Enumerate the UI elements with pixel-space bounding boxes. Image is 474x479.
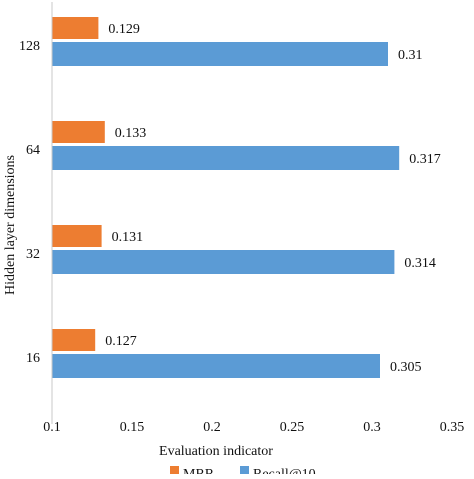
x-tick-label: 0.1 (43, 420, 61, 435)
data-label-recall-10-64: 0.317 (409, 152, 441, 167)
bar-mrr-32 (52, 225, 102, 247)
bar-recall-10-16 (52, 354, 380, 378)
legend-label-recall-10: Recall@10 (253, 467, 316, 474)
x-tick-label: 0.15 (120, 420, 145, 435)
bar-mrr-16 (52, 329, 96, 351)
y-tick-label-128: 128 (19, 39, 40, 54)
x-axis-title: Evaluation indicator (159, 444, 273, 459)
legend: MRR Recall@10 (170, 466, 316, 479)
x-tick-label: 0.2 (203, 420, 221, 435)
y-tick-label-64: 64 (26, 143, 40, 158)
legend-swatch-recall-10 (240, 466, 249, 475)
legend-label-mrr: MRR (183, 467, 215, 474)
data-label-mrr-32: 0.131 (112, 230, 144, 245)
x-tick-label: 0.3 (363, 420, 381, 435)
x-tick-label: 0.25 (280, 420, 305, 435)
bar-recall-10-64 (52, 146, 400, 170)
y-tick-label-16: 16 (26, 351, 40, 366)
y-axis-title: Hidden layer dimensions (3, 155, 18, 295)
y-tick-label-32: 32 (26, 247, 40, 262)
x-tick-label: 0.35 (440, 420, 465, 435)
legend-swatch-mrr (170, 466, 179, 475)
data-label-mrr-64: 0.133 (115, 126, 147, 141)
bar-recall-10-128 (52, 42, 388, 66)
data-label-recall-10-128: 0.31 (398, 48, 423, 63)
bar-recall-10-32 (52, 250, 395, 274)
data-label-recall-10-32: 0.314 (404, 256, 436, 271)
data-label-recall-10-16: 0.305 (390, 360, 422, 375)
bar-mrr-64 (52, 121, 105, 143)
bar-mrr-128 (52, 17, 99, 39)
data-label-mrr-128: 0.129 (108, 22, 139, 37)
data-label-mrr-16: 0.127 (105, 334, 137, 349)
